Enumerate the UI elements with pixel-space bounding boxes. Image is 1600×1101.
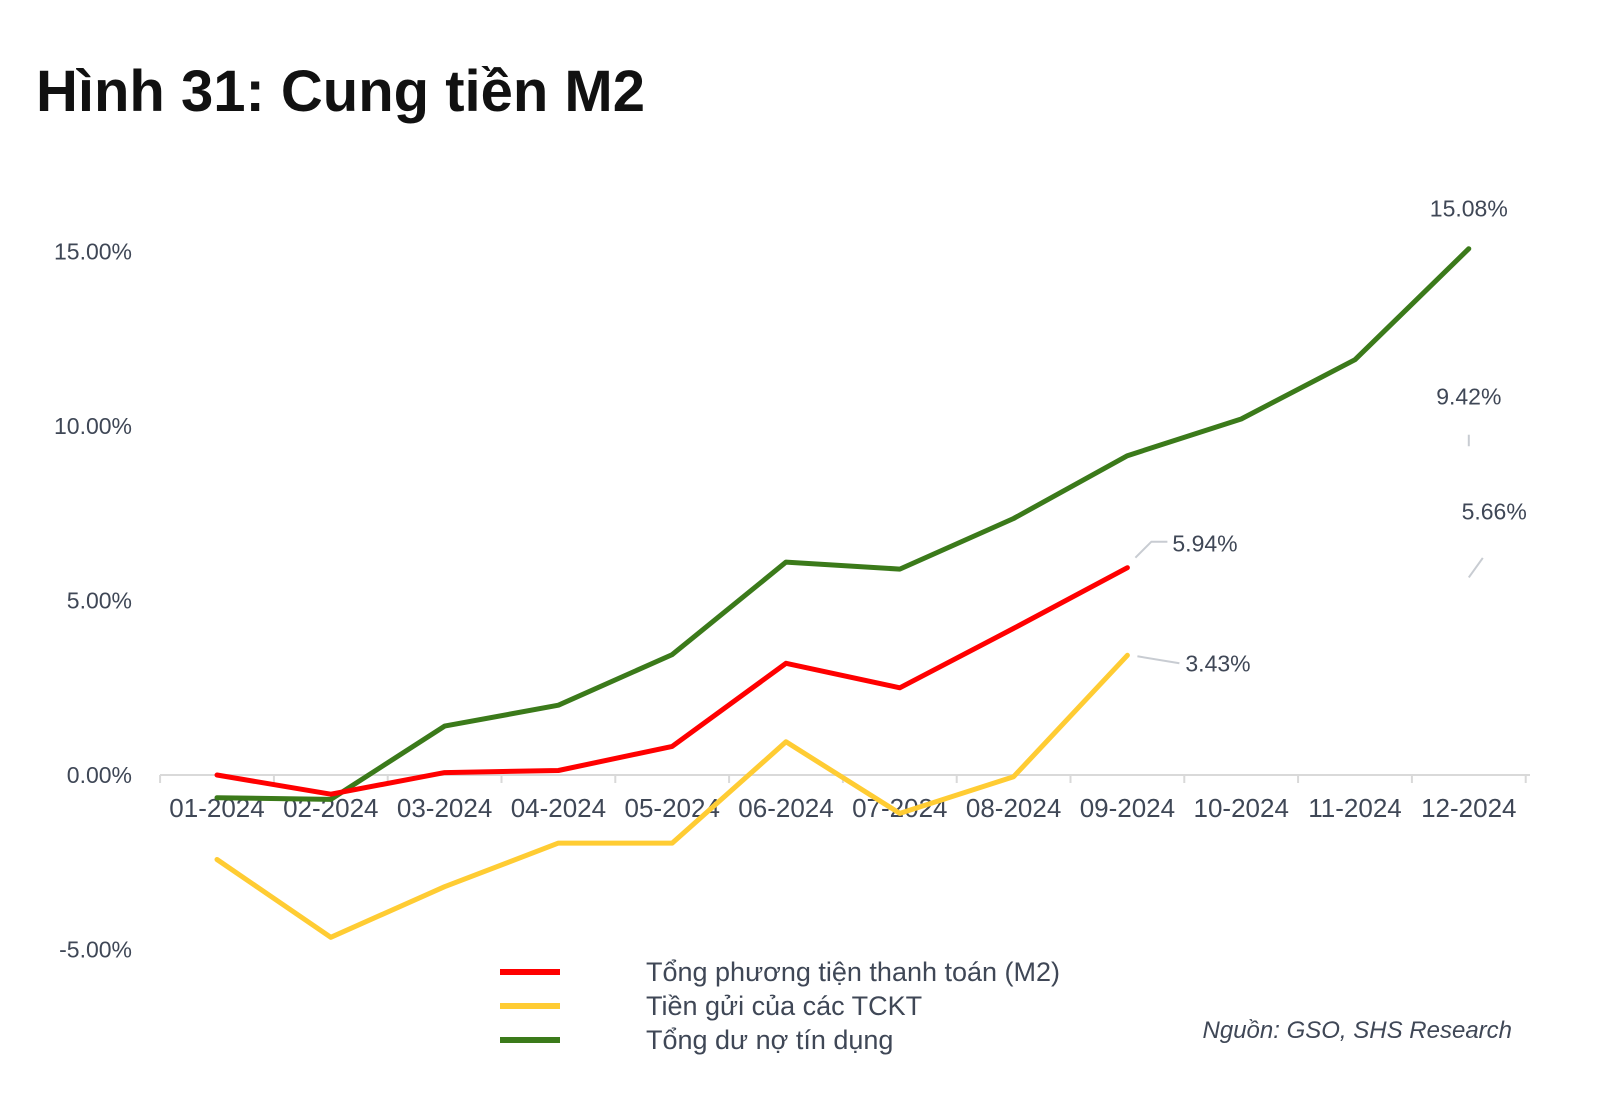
- y-tick-label: -5.00%: [59, 937, 132, 963]
- data-label: 3.43%: [1185, 650, 1250, 676]
- x-tick-label: 04-2024: [511, 793, 606, 823]
- y-tick-label: 15.00%: [54, 239, 132, 265]
- series-line-1: [214, 652, 1130, 940]
- y-tick-label: 0.00%: [67, 762, 132, 788]
- leader-line: [1134, 540, 1168, 559]
- x-tick-label: 12-2024: [1421, 793, 1516, 823]
- x-tick-label: 05-2024: [624, 793, 719, 823]
- leader-line: [1467, 557, 1484, 579]
- series-layer: [214, 246, 1472, 940]
- y-tick-label: 5.00%: [67, 588, 132, 614]
- x-tick-label: 03-2024: [397, 793, 492, 823]
- x-tick-label: 11-2024: [1308, 793, 1402, 823]
- y-tick-label: 10.00%: [54, 413, 132, 439]
- axis-layer: 15.00%10.00%5.00%0.00%-5.00%01-2024 02-20…: [54, 239, 1530, 963]
- leader-line: [1137, 655, 1180, 665]
- legend: Tổng phương tiện thanh toán (M2) Tiền gửi…: [500, 957, 1060, 1055]
- x-tick-label: 06-2024: [738, 793, 833, 823]
- series-line-0: [214, 565, 1130, 797]
- data-label: 9.42%: [1436, 383, 1501, 409]
- x-tick-label: 10-2024: [1193, 793, 1288, 823]
- legend-label: Tiền gửi của các TCKT: [646, 991, 922, 1021]
- source-note: Nguồn: GSO, SHS Research: [1203, 1017, 1512, 1044]
- legend-label: Tổng dư nợ tín dụng: [646, 1025, 893, 1055]
- x-tick-label: 08-2024: [966, 793, 1061, 823]
- data-label: 5.94%: [1172, 531, 1237, 557]
- page-title: Hình 31: Cung tiền M2: [36, 59, 645, 124]
- series-line-2: [214, 246, 1472, 802]
- label-layer: 15.08% 9.42% 5.66% 5.94% 3.43%: [1134, 196, 1527, 676]
- data-label: 5.66%: [1462, 499, 1527, 525]
- x-tick-label: 07-2024: [852, 793, 947, 823]
- legend-label: Tổng phương tiện thanh toán (M2): [646, 957, 1060, 987]
- data-label: 15.08%: [1430, 196, 1508, 222]
- x-tick-label: 09-2024: [1080, 793, 1175, 823]
